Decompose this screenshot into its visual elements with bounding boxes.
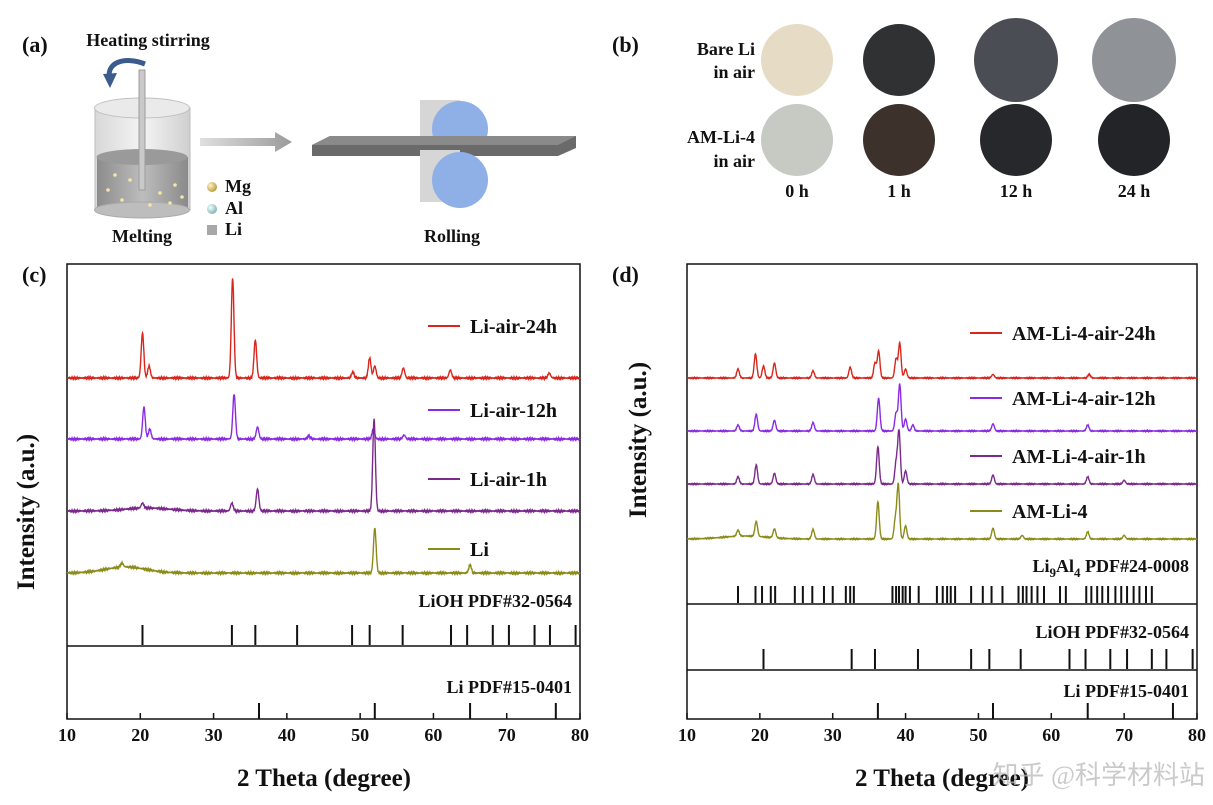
li-square-icon — [207, 225, 217, 235]
legend-label: Li — [470, 539, 489, 561]
reference-label: LiOH PDF#32-0564 — [419, 591, 573, 611]
x-tick-label: 80 — [1188, 725, 1206, 745]
panel-c-label: (c) — [22, 262, 46, 287]
x-tick-label: 30 — [824, 725, 842, 745]
panel-a-label: (a) — [22, 32, 48, 57]
x-tick-label: 10 — [678, 725, 696, 745]
chart-d: 10 20 30 40 50 60 70 80 Li9Al4 PDF#24-0008 LiOH P… — [678, 263, 1206, 745]
row2-label-line2: in air — [713, 151, 755, 171]
watermark: 知乎 @科学材料站 — [993, 761, 1205, 790]
reference-label: LiOH PDF#32-0564 — [1036, 622, 1190, 642]
al-ball-icon — [207, 204, 217, 214]
chart-c: 10 20 30 40 50 60 70 80 LiOH PDF#32-0564 Li PDF#1… — [58, 263, 589, 745]
time-label-3: 12 h — [1000, 181, 1033, 201]
sample-photo-r2-c1 — [761, 104, 833, 176]
series-line — [66, 393, 581, 443]
reference-label: Li PDF#15-0401 — [1064, 681, 1190, 701]
mg-ball-icon — [207, 182, 217, 192]
sample-photo-r2-c3 — [980, 104, 1052, 176]
reference-label: Li9Al4 PDF#24-0008 — [1033, 556, 1190, 580]
x-tick-label: 70 — [498, 725, 516, 745]
x-tick-label: 20 — [751, 725, 769, 745]
legend-al: Al — [225, 198, 243, 218]
plot-frame — [686, 263, 1198, 720]
legend-label: Li-air-1h — [470, 469, 547, 491]
element-legend: Mg Al Li — [207, 176, 251, 239]
series-line — [686, 383, 1198, 434]
x-tick-label: 40 — [897, 725, 915, 745]
x-tick-label: 80 — [571, 725, 589, 745]
legend-label: Li-air-12h — [470, 400, 557, 422]
series-line — [686, 340, 1198, 381]
legend-mg: Mg — [225, 176, 251, 196]
legend-label: AM-Li-4 — [1012, 501, 1088, 523]
x-tick-label: 20 — [131, 725, 149, 745]
beaker-icon — [94, 69, 191, 219]
x-tick-label: 50 — [969, 725, 987, 745]
time-label-2: 1 h — [887, 181, 911, 201]
time-label-4: 24 h — [1118, 181, 1151, 201]
heating-stirring-label: Heating stirring — [86, 30, 210, 50]
sample-photo-r1-c4 — [1092, 18, 1176, 102]
row2-label-line1: AM-Li-4 — [687, 127, 755, 147]
x-tick-label: 30 — [205, 725, 223, 745]
sample-photo-r2-c4 — [1098, 104, 1170, 176]
rolling-mill-icon — [312, 100, 576, 208]
panel-d-ylabel: Intensity (a.u.) — [625, 362, 652, 518]
legend-label: Li-air-24h — [470, 316, 557, 338]
panel-c: (c) Intensity (a.u.) 2 Theta (degree) 10… — [13, 262, 589, 792]
series-line — [66, 418, 581, 515]
panel-c-ylabel: Intensity (a.u.) — [13, 434, 40, 590]
sample-photo-r1-c1 — [761, 24, 833, 96]
x-tick-label: 10 — [58, 725, 76, 745]
legend-li: Li — [225, 219, 242, 239]
panel-b-label: (b) — [612, 32, 639, 57]
panel-b: (b) Bare Li in air AM-Li-4 in air 0 h 1 h… — [612, 18, 1176, 201]
x-tick-label: 70 — [1115, 725, 1133, 745]
melting-label: Melting — [112, 226, 172, 246]
series-line — [686, 482, 1198, 542]
row1-label-line2: in air — [713, 62, 755, 82]
sample-photos — [761, 18, 1176, 176]
panel-d: (d) Intensity (a.u.) 2 Theta (degree) 10… — [612, 262, 1206, 792]
legend-label: AM-Li-4-air-12h — [1012, 388, 1156, 410]
time-labels: 0 h 1 h 12 h 24 h — [785, 181, 1150, 201]
legend-label: AM-Li-4-air-24h — [1012, 323, 1156, 345]
x-tick-label: 60 — [424, 725, 442, 745]
x-tick-label: 60 — [1042, 725, 1060, 745]
sample-photo-r1-c2 — [863, 24, 935, 96]
series-line — [66, 527, 581, 577]
series-line — [66, 278, 581, 382]
stirring-arrowhead-icon — [103, 73, 117, 88]
panel-d-xlabel: 2 Theta (degree) — [855, 765, 1029, 792]
legend-label: AM-Li-4-air-1h — [1012, 446, 1146, 468]
x-tick-label: 50 — [351, 725, 369, 745]
panel-d-label: (d) — [612, 262, 639, 287]
rolling-label: Rolling — [424, 226, 480, 246]
panel-c-xlabel: 2 Theta (degree) — [237, 765, 411, 792]
sample-photo-r2-c2 — [863, 104, 935, 176]
time-label-1: 0 h — [785, 181, 809, 201]
panel-a: (a) Heating stirring Melting Mg Al — [22, 30, 576, 246]
sample-photo-r1-c3 — [974, 18, 1058, 102]
process-arrow-icon — [200, 132, 292, 152]
x-tick-label: 40 — [278, 725, 296, 745]
plot-frame — [66, 263, 581, 720]
row1-label-line1: Bare Li — [697, 39, 755, 59]
series-line — [686, 428, 1198, 487]
reference-label: Li PDF#15-0401 — [447, 677, 573, 697]
